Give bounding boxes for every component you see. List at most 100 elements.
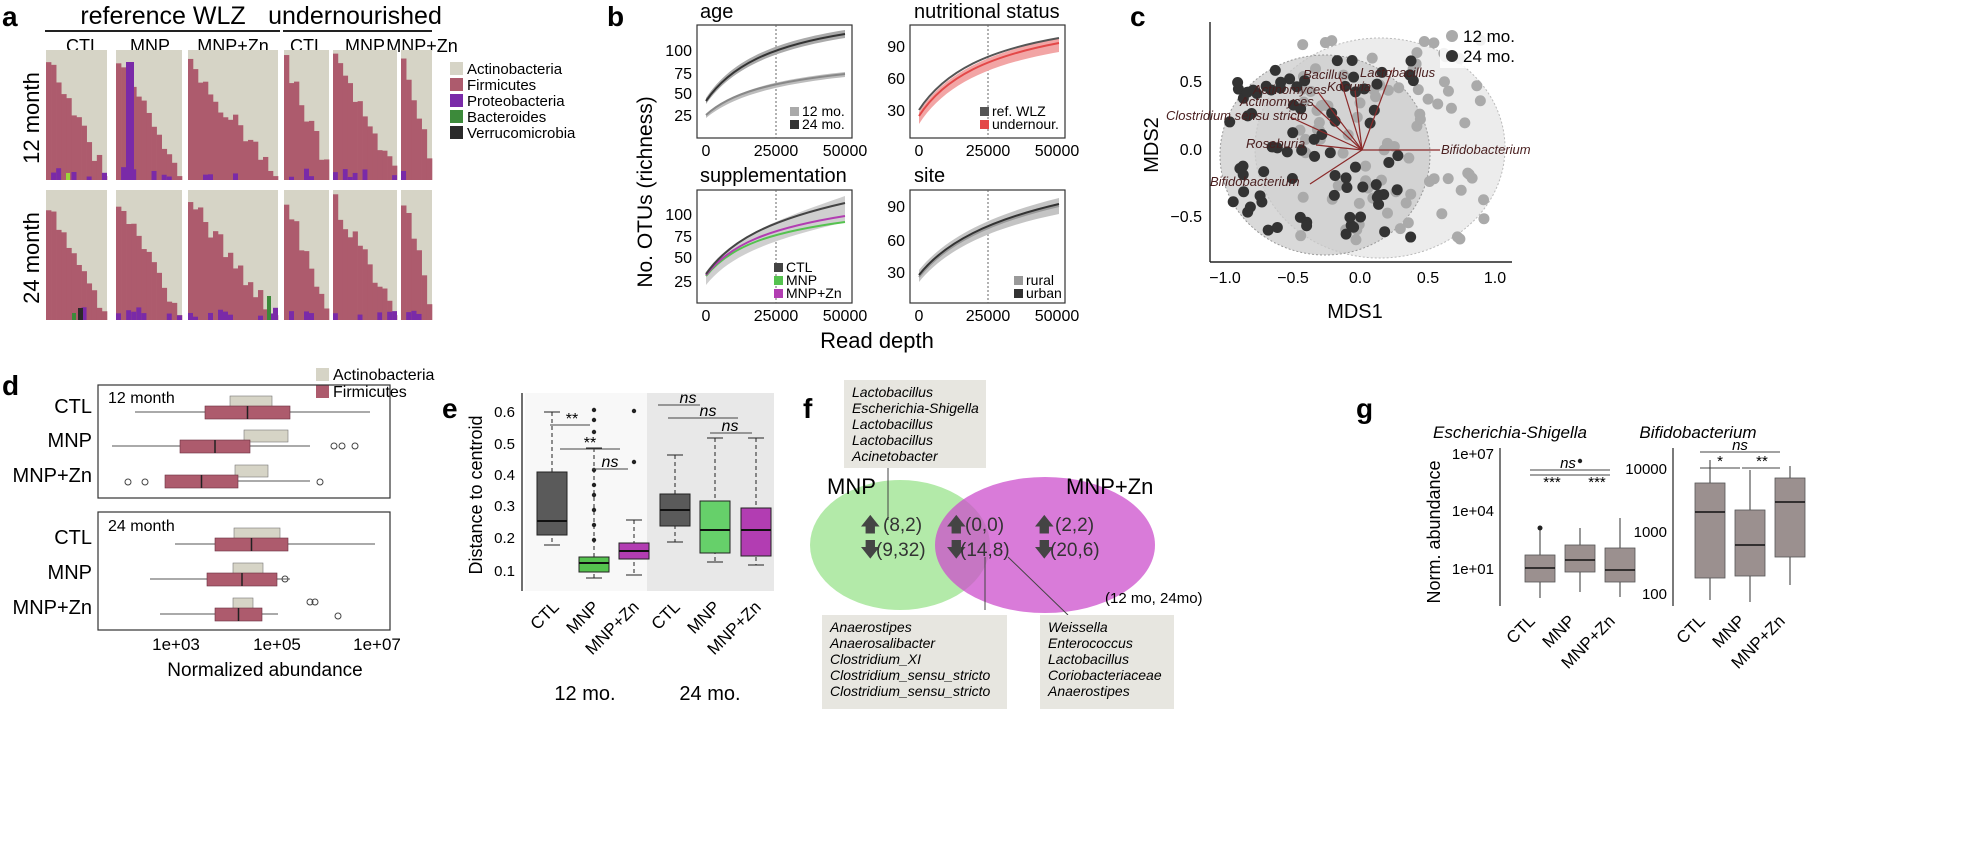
a-proteobacteria-bar	[406, 312, 412, 320]
age-legend-24: 24 mo.	[802, 116, 845, 132]
a-proteobacteria-bar	[208, 174, 213, 180]
supp-xtick-50000: 50000	[823, 308, 868, 325]
a-firmicutes-bar	[238, 125, 244, 180]
legend-firmicutes: Firmicutes	[467, 77, 536, 94]
e-outlier	[631, 408, 637, 414]
c-xtick-0.0: 0.0	[1349, 270, 1371, 287]
a-firmicutes-bar	[188, 58, 194, 180]
c-point-24mo	[1281, 146, 1293, 158]
c-point-24mo	[1227, 196, 1239, 208]
panel-a: a reference WLZ undernourished CTL MNP M…	[2, 1, 576, 320]
d-xtick-1e3: 1e+03	[152, 635, 200, 654]
a-firmicutes-bar	[121, 210, 127, 320]
g-sig-right-0: ns	[1732, 437, 1748, 454]
c-point-12mo	[1400, 197, 1412, 209]
panel-f: f Lactobacillus Escherichia-Shigella Lac…	[803, 380, 1203, 709]
arrow-label-kocuria: Kocuria	[1327, 79, 1371, 94]
e-ytick-0.1: 0.1	[494, 563, 515, 580]
supp-legend-swatch-mnp	[774, 276, 783, 285]
subplot-age: age 100 75 50 25 0 25000 50000 12 mo. 24…	[665, 1, 867, 160]
g-box	[1734, 509, 1766, 577]
a-bacteroides-mark	[66, 173, 70, 180]
legend-swatch-firmicutes	[450, 78, 463, 91]
e-ytick-0.2: 0.2	[494, 530, 515, 547]
g-ytick-right-0: 10000	[1625, 461, 1667, 478]
c-point-24mo	[1348, 221, 1360, 233]
g-xlabel-right-ctl: CTL	[1673, 611, 1709, 647]
c-point-24mo	[1284, 73, 1296, 85]
supp-ytick-50: 50	[674, 250, 692, 267]
subplot-supplementation-title: supplementation	[700, 165, 847, 187]
a-firmicutes-bar	[66, 98, 72, 180]
a-proteobacteria-bar	[333, 172, 338, 180]
a-firmicutes-bar	[71, 115, 77, 180]
c-xtick-neg0.5: −0.5	[1277, 270, 1309, 287]
c-point-12mo	[1295, 230, 1307, 242]
d-box-actinobacteria	[234, 464, 269, 478]
e-ytick-0.5: 0.5	[494, 436, 515, 453]
panel-b-ylabel: No. OTUs (richness)	[634, 96, 657, 287]
e-xlabel-ctl-24: CTL	[648, 597, 684, 633]
e-outlier	[591, 507, 597, 513]
a-firmicutes-bar	[263, 156, 269, 180]
a-firmicutes-bar	[284, 55, 290, 180]
a-firmicutes-bar	[426, 158, 433, 180]
c-point-12mo	[1342, 129, 1354, 141]
a-proteobacteria-bar	[136, 307, 142, 320]
c-point-12mo	[1319, 37, 1331, 49]
c-point-24mo	[1376, 66, 1388, 78]
panel-a-letter: a	[2, 1, 18, 32]
d-box-actinobacteria	[243, 429, 289, 443]
site-xtick-0: 0	[915, 308, 924, 325]
e-sig-4: ns	[680, 390, 697, 407]
c-point-24mo	[1224, 116, 1236, 128]
c-point-24mo	[1241, 86, 1253, 98]
age-ytick-25: 25	[674, 108, 692, 125]
c-point-12mo	[1459, 117, 1471, 129]
a-firmicutes-bar	[367, 126, 373, 180]
panel-b: b No. OTUs (richness) Read depth age 100…	[607, 1, 1079, 353]
c-point-12mo	[1394, 223, 1406, 235]
a-proteobacteria-spike	[126, 62, 134, 180]
a-proteobacteria-bar	[362, 169, 368, 180]
a-firmicutes-bar	[223, 117, 229, 180]
a-verrucomicrobia-mark	[78, 308, 83, 320]
site-legend-rural: rural	[1026, 272, 1054, 288]
a-proteobacteria-bar	[304, 168, 309, 180]
subplot-age-frame	[696, 24, 853, 139]
a-firmicutes-bar	[299, 105, 305, 180]
arrow-label-actinomyces-2: Actinomyces	[1239, 94, 1314, 109]
a-firmicutes-bar	[319, 293, 325, 320]
f-mnpzn-2: Lactobacillus	[1048, 651, 1129, 667]
a-firmicutes-bar	[352, 231, 358, 320]
c-point-12mo	[1445, 102, 1457, 114]
a-firmicutes-bar	[377, 286, 383, 320]
a-firmicutes-bar	[208, 94, 214, 180]
f-box-shared	[822, 615, 1007, 709]
arrow-roseburia	[1315, 144, 1363, 151]
supp-ytick-75: 75	[674, 229, 692, 246]
a-firmicutes-bar	[116, 206, 122, 320]
f-top-3: Lactobacillus	[852, 432, 933, 448]
a-firmicutes-bar	[233, 114, 239, 180]
a-proteobacteria-bar	[218, 309, 223, 320]
c-point-24mo	[1341, 182, 1353, 194]
a-firmicutes-bar	[337, 219, 344, 320]
a-firmicutes-bar	[228, 119, 234, 180]
a-firmicutes-bar	[382, 150, 388, 180]
a-firmicutes-bar	[324, 308, 330, 320]
g-outlier	[1577, 458, 1583, 464]
a-firmicutes-bar	[421, 129, 428, 180]
c-point-12mo	[1381, 207, 1393, 219]
a-proteobacteria-bar	[357, 314, 363, 320]
a-firmicutes-bar	[151, 126, 157, 180]
a-firmicutes-bar	[362, 249, 368, 320]
supplementation-line-mnpzn	[705, 215, 846, 276]
arrow-label-bifidobacterium-right: Bifidobacterium	[1441, 142, 1531, 157]
age-legend-12: 12 mo.	[802, 103, 845, 119]
a-proteobacteria-bar	[289, 311, 294, 320]
e-outlier	[591, 467, 597, 473]
group-label-reference: reference WLZ	[80, 2, 245, 30]
a-firmicutes-bar	[193, 209, 199, 320]
d-outlier	[281, 575, 289, 583]
